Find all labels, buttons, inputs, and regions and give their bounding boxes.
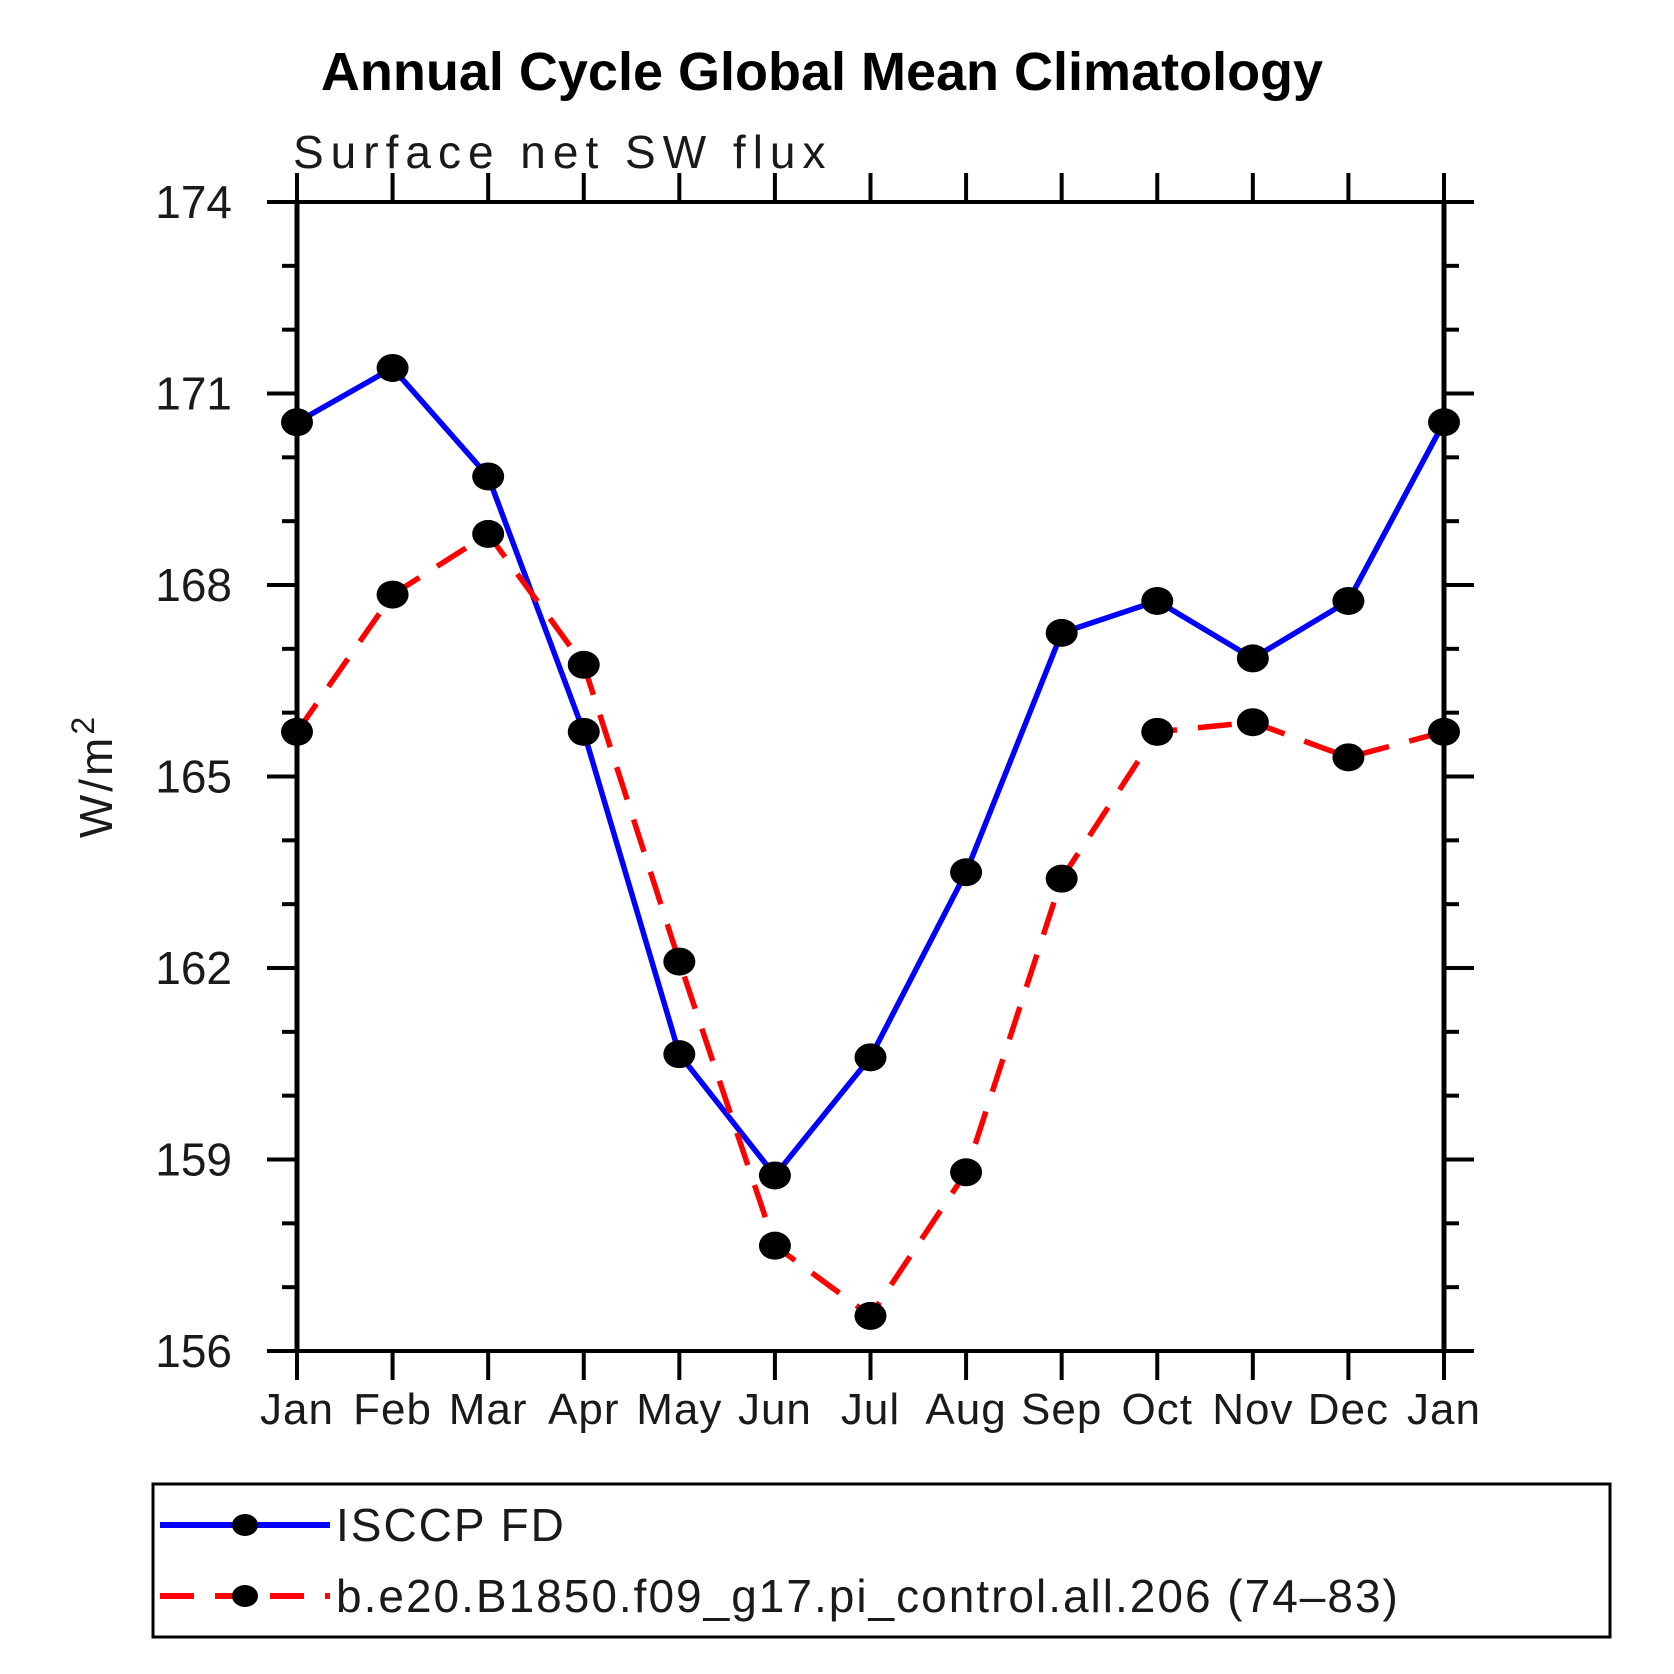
legend-marker-1: [232, 1585, 258, 1607]
data-point-marker: [950, 858, 983, 887]
series-line-1: [294, 530, 1445, 1320]
data-point-marker: [1236, 644, 1269, 673]
data-point-marker: [1428, 408, 1460, 437]
x-tick-label: Jan: [260, 1385, 334, 1434]
data-point-marker: [1045, 618, 1078, 647]
data-point-marker: [281, 408, 313, 437]
x-tick-label: Feb: [353, 1385, 432, 1434]
x-tick-label: Dec: [1308, 1385, 1389, 1434]
legend: ISCCP FD b.e20.B1850.f09_g17.pi_control.a…: [151, 1482, 1612, 1639]
legend-label-0: ISCCP FD: [336, 1499, 566, 1551]
y-tick-label: 165: [155, 751, 232, 803]
x-tick-label: Sep: [1021, 1385, 1102, 1434]
x-tick-label: Nov: [1212, 1385, 1293, 1434]
y-axis-label-exponent: 2: [65, 714, 101, 735]
y-tick-label: 156: [155, 1325, 232, 1377]
data-point-marker: [663, 1040, 696, 1069]
data-point-marker: [1141, 717, 1174, 746]
chart-subtitle: Surface net SW flux: [293, 126, 833, 178]
data-point-marker: [1236, 708, 1269, 737]
legend-marker-0: [232, 1514, 258, 1536]
y-tick-label: 159: [155, 1134, 232, 1186]
data-point-marker: [1141, 586, 1174, 615]
data-point-marker: [758, 1231, 791, 1260]
x-tick-label: Oct: [1122, 1385, 1193, 1434]
data-point-marker: [567, 650, 600, 679]
legend-box: [151, 1482, 1612, 1639]
data-point-marker: [1045, 864, 1078, 893]
x-tick-label: Mar: [449, 1385, 528, 1434]
y-tick-label: 174: [155, 176, 232, 228]
y-tick-label: 168: [155, 559, 232, 611]
x-tick-label: Aug: [925, 1385, 1006, 1434]
legend-label-1: b.e20.B1850.f09_g17.pi_control.all.206 (…: [336, 1570, 1400, 1622]
data-point-marker: [854, 1043, 887, 1072]
y-axis-label: W/m2: [65, 714, 122, 838]
data-point-marker: [376, 580, 409, 609]
y-tick-label: 171: [155, 368, 232, 420]
x-tick-label: Jul: [841, 1385, 900, 1434]
data-point-marker: [950, 1158, 983, 1187]
data-point-marker: [567, 717, 600, 746]
x-tick-label: Apr: [548, 1385, 619, 1434]
chart-title: Annual Cycle Global Mean Climatology: [321, 42, 1323, 102]
data-point-marker: [472, 462, 505, 491]
data-point-marker: [1332, 743, 1365, 772]
data-point-marker: [1332, 586, 1365, 615]
data-point-marker: [663, 947, 696, 976]
x-tick-label: Jan: [1407, 1385, 1481, 1434]
data-point-marker: [1428, 717, 1460, 746]
data-point-marker: [472, 519, 505, 548]
data-point-marker: [376, 353, 409, 382]
data-series: [281, 353, 1460, 1330]
y-tick-label: 162: [155, 942, 232, 994]
data-point-marker: [758, 1161, 791, 1190]
x-tick-label: Jun: [738, 1385, 812, 1434]
x-tick-label: May: [636, 1385, 722, 1434]
data-point-marker: [281, 717, 313, 746]
data-point-marker: [854, 1301, 887, 1330]
y-axis-label-base: W/m: [70, 735, 122, 839]
axes: 156 159 162 165 168 171 174 Jan Feb Mar Apr May Jun J…: [155, 173, 1481, 1434]
